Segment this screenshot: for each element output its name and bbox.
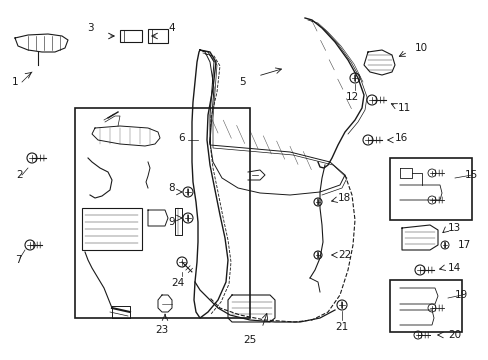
Text: 25: 25 xyxy=(243,335,256,345)
Text: 3: 3 xyxy=(86,23,93,33)
Text: 2: 2 xyxy=(17,170,23,180)
Text: 1: 1 xyxy=(12,77,18,87)
Text: 12: 12 xyxy=(345,92,358,102)
Text: 17: 17 xyxy=(457,240,470,250)
Text: 20: 20 xyxy=(447,330,460,340)
Text: 9: 9 xyxy=(168,217,175,227)
Text: 5: 5 xyxy=(238,77,245,87)
Text: 15: 15 xyxy=(464,170,477,180)
Bar xyxy=(389,158,471,220)
Text: 4: 4 xyxy=(168,23,175,33)
Text: 7: 7 xyxy=(15,255,21,265)
Text: 14: 14 xyxy=(447,263,460,273)
Bar xyxy=(148,29,168,43)
Text: 22: 22 xyxy=(337,250,350,260)
Text: 13: 13 xyxy=(447,223,460,233)
Bar xyxy=(120,30,142,42)
Text: 23: 23 xyxy=(155,325,168,335)
Text: 8: 8 xyxy=(168,183,175,193)
Bar xyxy=(75,108,249,318)
Text: 11: 11 xyxy=(397,103,410,113)
Bar xyxy=(82,208,142,250)
Text: 24: 24 xyxy=(171,278,184,288)
Text: 18: 18 xyxy=(337,193,350,203)
Bar xyxy=(389,280,461,332)
Text: 6: 6 xyxy=(178,133,184,143)
Text: 16: 16 xyxy=(394,133,407,143)
Text: 19: 19 xyxy=(454,290,467,300)
Text: 21: 21 xyxy=(335,322,348,332)
Text: 10: 10 xyxy=(414,43,427,53)
